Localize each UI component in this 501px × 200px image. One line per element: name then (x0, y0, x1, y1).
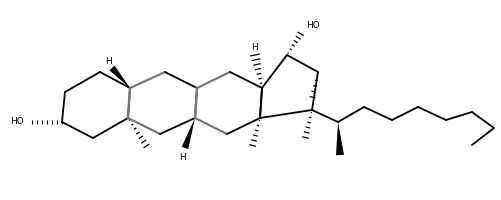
Text: HO: HO (306, 21, 319, 30)
Polygon shape (181, 118, 194, 149)
Text: H: H (105, 58, 112, 66)
Text: H: H (251, 43, 258, 51)
Polygon shape (109, 66, 130, 88)
Text: H: H (179, 152, 186, 162)
Text: HO: HO (10, 117, 24, 127)
Polygon shape (335, 122, 343, 155)
